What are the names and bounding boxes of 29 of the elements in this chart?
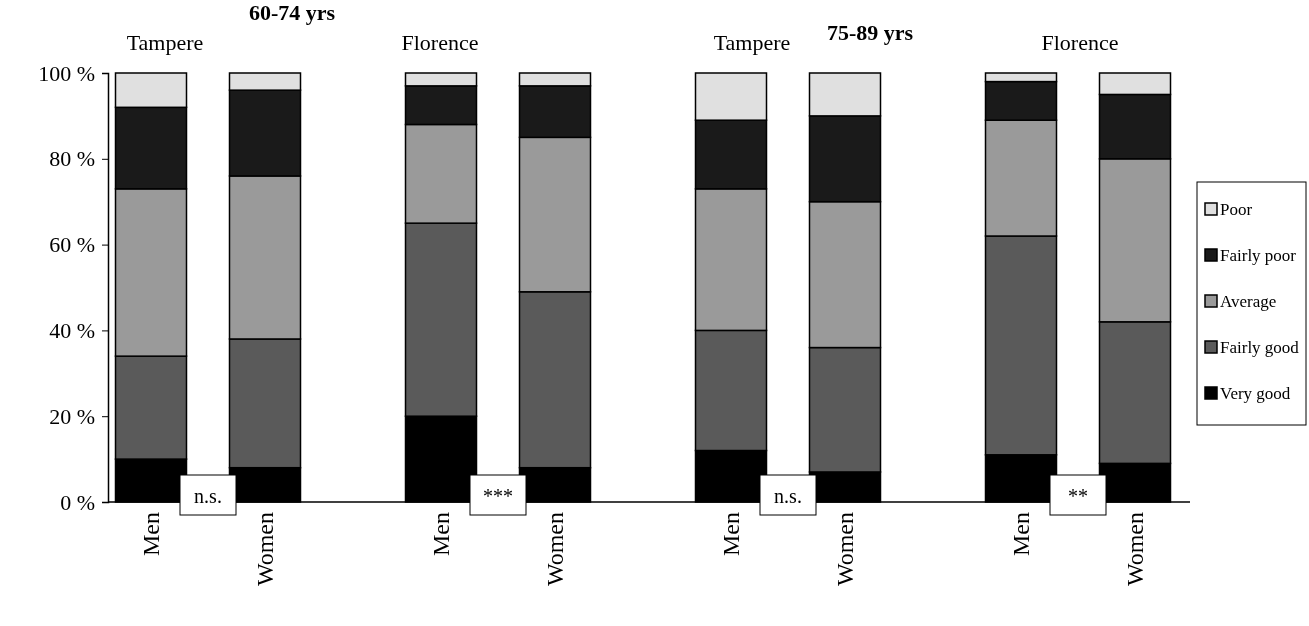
text: Tampere xyxy=(126,30,204,55)
annotation: ** xyxy=(1068,485,1088,507)
text: Florence xyxy=(1041,30,1119,55)
x-tick-label: Women xyxy=(542,512,568,587)
annotation: *** xyxy=(483,485,513,507)
legend-label: Fairly good xyxy=(1220,338,1300,357)
text: Tampere xyxy=(713,30,791,55)
annotation: n.s. xyxy=(194,485,222,507)
y-tick-label: 60 % xyxy=(49,232,95,258)
text: 75-89 yrs xyxy=(826,20,914,45)
x-tick-label: Women xyxy=(1122,512,1148,587)
x-tick-label: Women xyxy=(252,512,278,587)
annotation: n.s. xyxy=(774,485,802,507)
legend-label: Very good xyxy=(1220,384,1291,403)
text: 60-74 yrs xyxy=(248,0,336,25)
y-tick-label: 100 % xyxy=(38,60,95,86)
legend-label: Fairly poor xyxy=(1220,246,1297,265)
y-tick-label: 20 % xyxy=(49,403,95,429)
legend-label: Average xyxy=(1220,292,1277,311)
y-tick-label: 40 % xyxy=(49,317,95,343)
x-tick-label: Men xyxy=(428,512,454,556)
x-tick-label: Men xyxy=(718,512,744,556)
y-tick-label: 80 % xyxy=(49,146,95,172)
x-tick-label: Women xyxy=(832,512,858,587)
legend-label: Poor xyxy=(1220,200,1253,219)
x-tick-label: Men xyxy=(138,512,164,556)
y-tick-label: 0 % xyxy=(60,489,95,515)
x-tick-label: Men xyxy=(1008,512,1034,556)
text: Florence xyxy=(401,30,479,55)
